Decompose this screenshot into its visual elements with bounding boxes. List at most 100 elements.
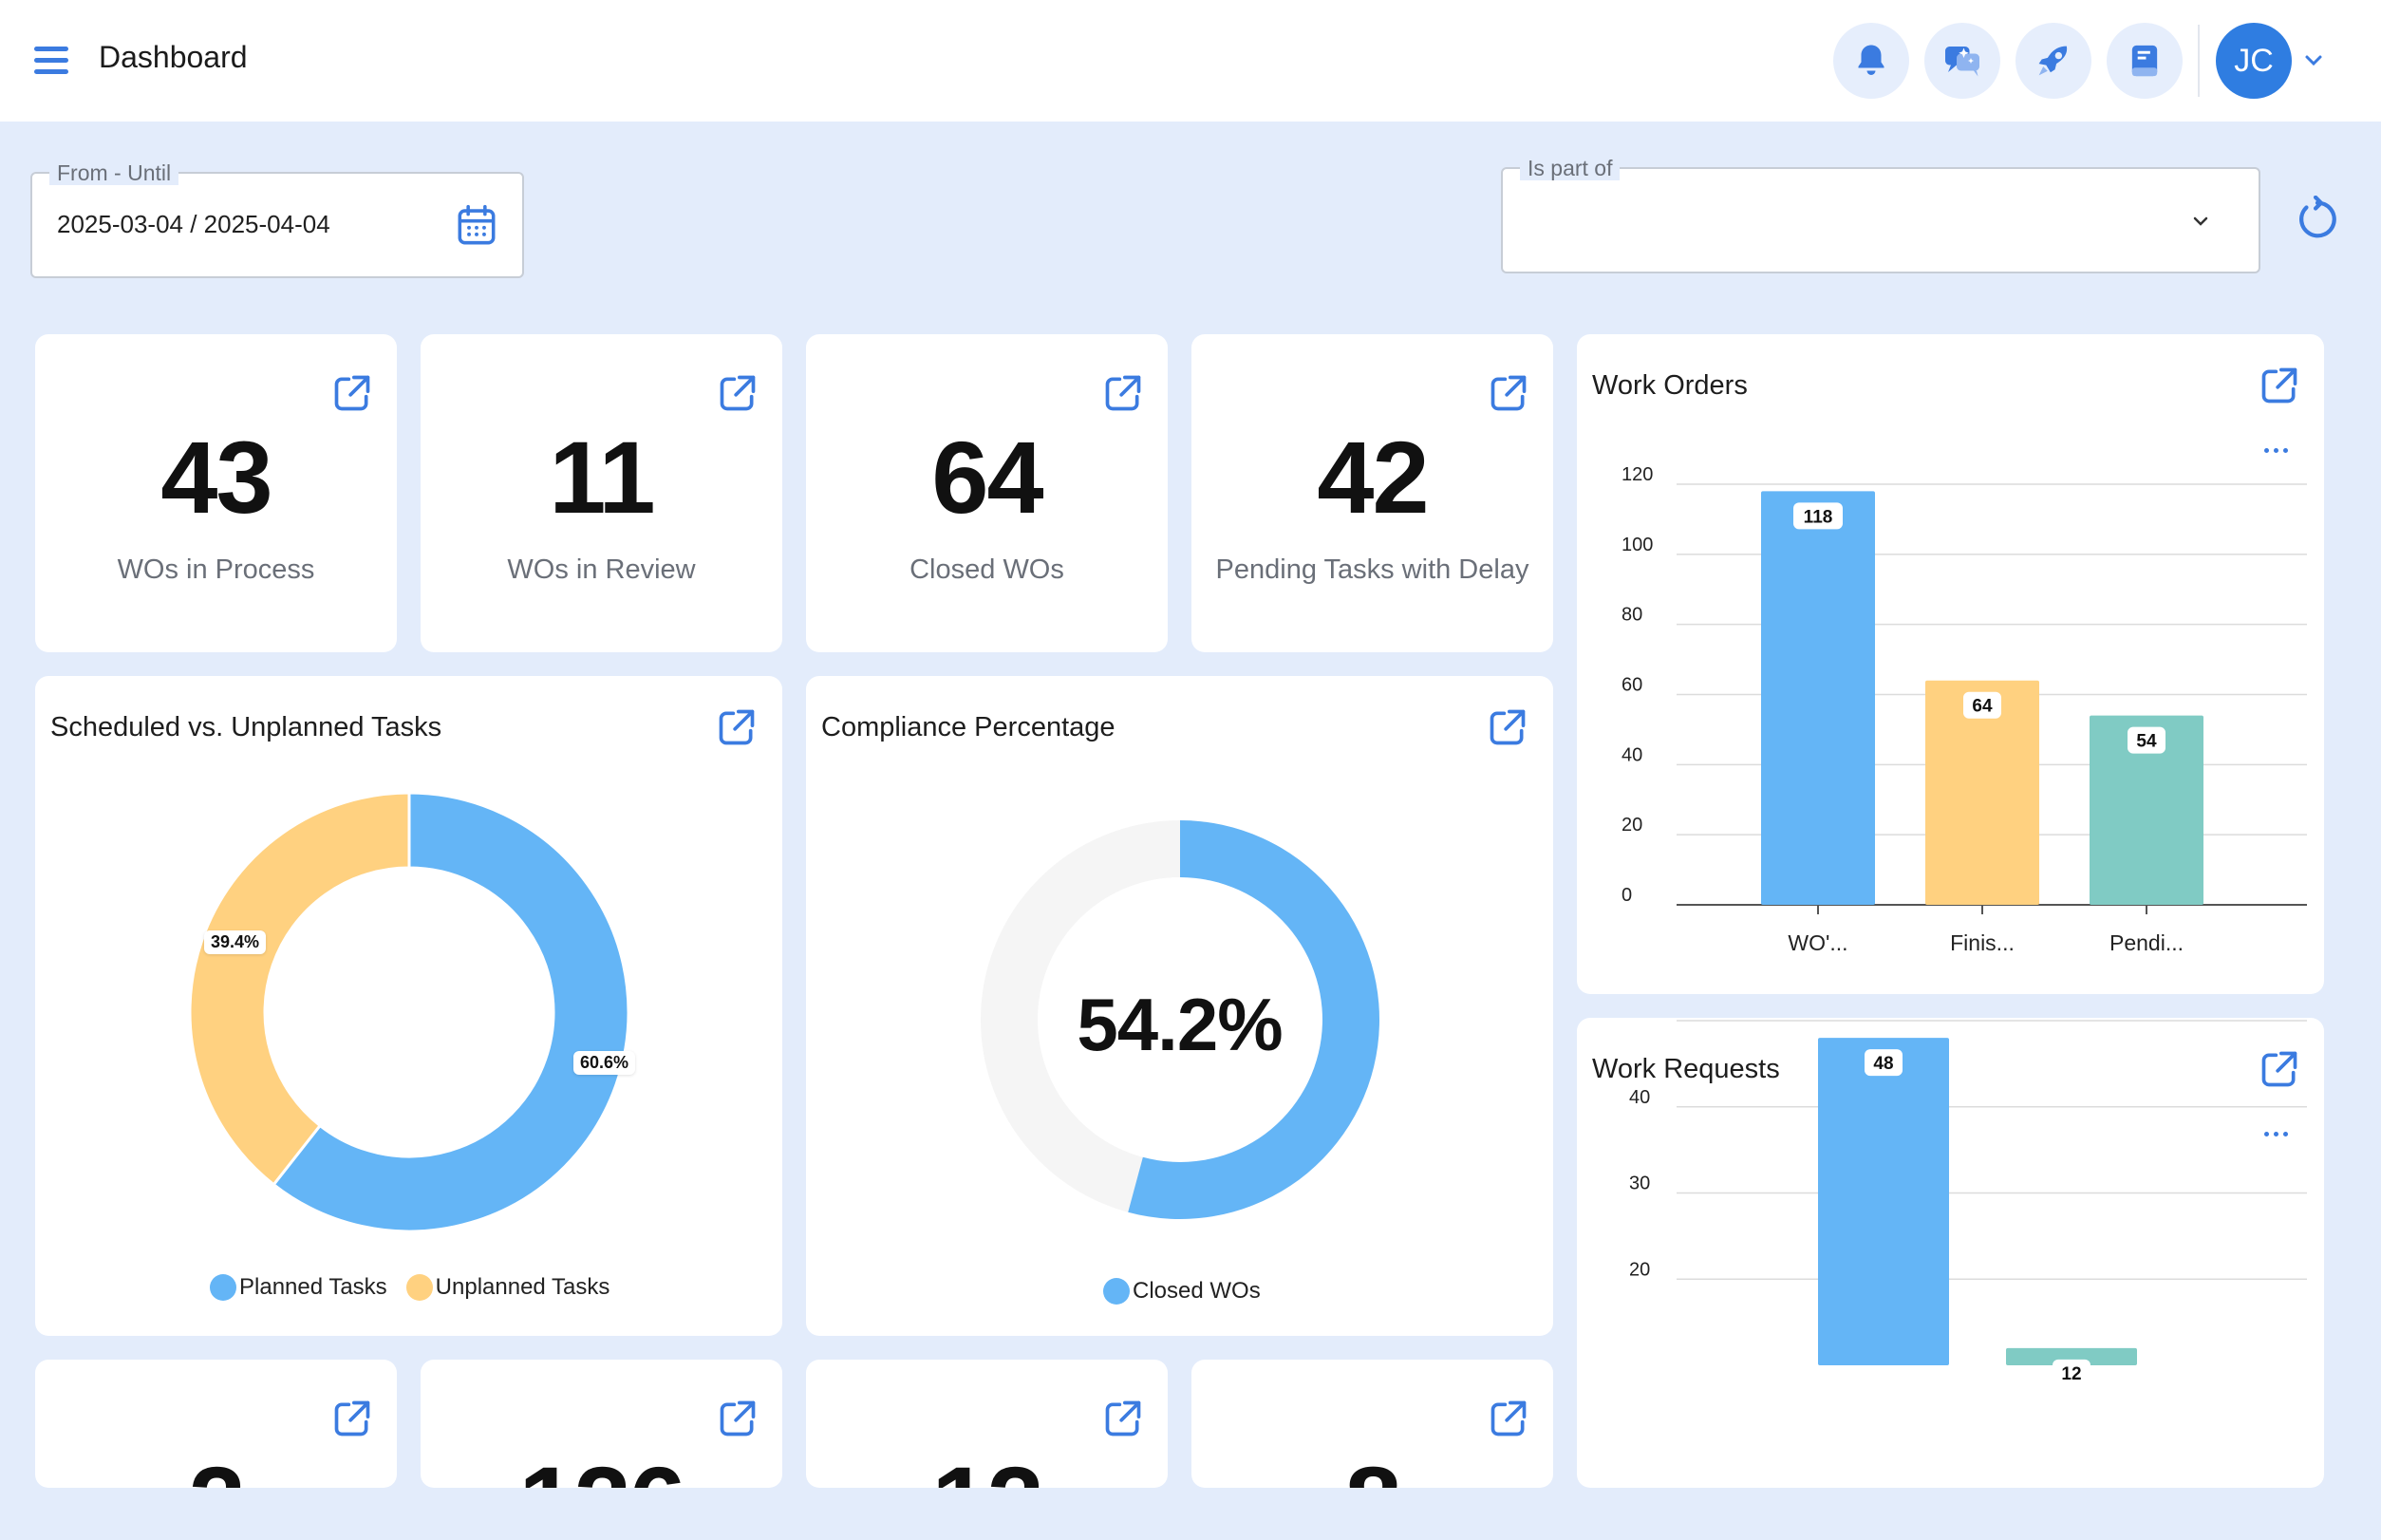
y-tick-label: 120 <box>1622 464 1653 485</box>
chat-sparkle-icon <box>1945 47 1979 77</box>
kpi-card-wos-in-review[interactable]: 11 WOs in Review <box>421 334 782 652</box>
bar-value-label: 54 <box>2136 732 2157 752</box>
docs-button[interactable] <box>2107 23 2183 99</box>
open-external-icon[interactable] <box>717 372 759 414</box>
legend-item-unplanned[interactable]: Unplanned Tasks <box>405 1274 610 1301</box>
bar-value-label-bg <box>1865 1049 1903 1077</box>
y-tick-label: 60 <box>1622 675 1642 696</box>
work-orders-card: Work Orders 0 20 40 60 80 100 120 118 WO'... 64 Fi… <box>1577 334 2324 994</box>
more-options-icon[interactable] <box>2264 1130 2291 1139</box>
open-external-icon[interactable] <box>1488 372 1529 414</box>
book-icon <box>2131 45 2158 77</box>
chart-legend: Closed WOs <box>1103 1278 1280 1305</box>
legend-label: Unplanned Tasks <box>435 1274 610 1300</box>
kpi-card[interactable]: 12 <box>806 1360 1168 1488</box>
open-external-icon[interactable] <box>716 706 758 748</box>
toolbar-divider <box>2198 25 2200 97</box>
kpi-label: WOs in Review <box>507 554 696 585</box>
y-tick-label: 0 <box>1622 885 1632 906</box>
kpi-value: 126 <box>421 1443 782 1488</box>
hamburger-menu-icon[interactable] <box>32 44 70 76</box>
bar-value-label: 48 <box>1873 1054 1893 1074</box>
legend-item-closed-wos[interactable]: Closed WOs <box>1103 1278 1261 1305</box>
legend-label: Closed WOs <box>1133 1278 1261 1304</box>
is-part-of-select[interactable]: Is part of <box>1501 156 2260 273</box>
card-title: Scheduled vs. Unplanned Tasks <box>50 712 442 742</box>
compliance-donut-chart <box>981 820 1379 1219</box>
kpi-value: 12 <box>806 1443 1168 1488</box>
y-tick-label: 50 <box>1629 1018 1650 1022</box>
work-requests-bar-chart: 20 30 40 50 48 12 <box>1629 1018 2307 1386</box>
page-title: Dashboard <box>99 40 248 74</box>
y-tick-label: 40 <box>1629 1087 1650 1108</box>
date-range-value: 2025-03-04 / 2025-04-04 <box>57 210 330 238</box>
is-part-of-label: Is part of <box>1520 156 1621 180</box>
kpi-value: 42 <box>1317 420 1429 535</box>
open-external-icon[interactable] <box>331 1398 373 1439</box>
legend-label: Planned Tasks <box>239 1274 387 1300</box>
open-external-icon[interactable] <box>1102 372 1144 414</box>
chevron-down-icon[interactable] <box>2188 213 2213 232</box>
bell-icon <box>1858 45 1884 75</box>
y-tick-label: 30 <box>1629 1174 1650 1194</box>
bar <box>2090 715 2203 905</box>
date-range-label: From - Until <box>49 160 179 185</box>
kpi-card-closed-wos[interactable]: 64 Closed WOs <box>806 334 1168 652</box>
legend-item-planned[interactable]: Planned Tasks <box>210 1274 387 1301</box>
legend-swatch <box>210 1274 236 1301</box>
assistant-chat-button[interactable] <box>1924 23 2000 99</box>
date-range-field[interactable]: From - Until 2025-03-04 / 2025-04-04 <box>30 160 524 278</box>
legend-swatch <box>405 1274 433 1301</box>
open-external-icon[interactable] <box>717 1398 759 1439</box>
y-tick-label: 80 <box>1622 605 1642 626</box>
user-avatar[interactable]: JC <box>2216 23 2292 99</box>
kpi-value: 2 <box>35 1443 397 1488</box>
kpi-value: 8 <box>1191 1443 1553 1488</box>
rocket-icon <box>2038 46 2068 76</box>
kpi-card[interactable]: 126 <box>421 1360 782 1488</box>
card-title: Work Orders <box>1592 370 1748 401</box>
kpi-value: 43 <box>160 420 272 535</box>
kpi-card-pending-tasks-delay[interactable]: 42 Pending Tasks with Delay <box>1191 334 1553 652</box>
bar-value-label-bg <box>2128 726 2165 754</box>
open-external-icon[interactable] <box>2259 365 2300 406</box>
kpi-card[interactable]: 8 <box>1191 1360 1553 1488</box>
open-external-icon[interactable] <box>1488 1398 1529 1439</box>
kpi-label: WOs in Process <box>117 554 315 585</box>
open-external-icon[interactable] <box>2259 1048 2300 1090</box>
open-external-icon[interactable] <box>331 372 373 414</box>
work-orders-bar-chart: 0 20 40 60 80 100 120 118 WO'... 64 Finis... 54 Pend… <box>1622 464 2307 955</box>
bar <box>1925 680 2039 905</box>
donut-slice <box>188 791 411 1187</box>
work-requests-card: Work Requests 20 30 40 50 48 12 <box>1577 1018 2324 1488</box>
calendar-icon[interactable] <box>456 204 497 248</box>
kpi-card[interactable]: 2 <box>35 1360 397 1488</box>
notifications-button[interactable] <box>1833 23 1909 99</box>
chevron-down-icon[interactable] <box>2301 51 2326 70</box>
launch-button[interactable] <box>2015 23 2091 99</box>
compliance-percentage-card: Compliance Percentage 54.2% Closed WOs <box>806 676 1553 1336</box>
chart-legend: Planned Tasks Unplanned Tasks <box>210 1274 628 1301</box>
donut-slice <box>1128 820 1379 1219</box>
x-category-label: Pendi... <box>2109 930 2184 955</box>
scheduled-donut-chart <box>188 791 630 1233</box>
bar-value-label: 12 <box>2061 1364 2081 1384</box>
card-title: Work Requests <box>1592 1054 1780 1084</box>
compliance-center-value: 54.2% <box>1077 983 1283 1066</box>
y-tick-label: 20 <box>1629 1259 1650 1280</box>
y-tick-label: 20 <box>1622 815 1642 836</box>
bar <box>2006 1347 2137 1365</box>
kpi-card-wos-in-process[interactable]: 43 WOs in Process <box>35 334 397 652</box>
kpi-label: Closed WOs <box>909 554 1064 585</box>
open-external-icon[interactable] <box>1102 1398 1144 1439</box>
bar <box>1818 1038 1949 1365</box>
legend-swatch <box>1103 1278 1130 1305</box>
bar-value-label: 118 <box>1804 507 1833 527</box>
open-external-icon[interactable] <box>1487 706 1528 748</box>
more-options-icon[interactable] <box>2264 446 2291 456</box>
y-tick-label: 100 <box>1622 535 1653 555</box>
bar-value-label-bg <box>2053 1359 2090 1386</box>
scheduled-vs-unplanned-card: Scheduled vs. Unplanned Tasks 60.6% 39.4… <box>35 676 782 1336</box>
refresh-icon[interactable] <box>2294 196 2341 243</box>
y-tick-label: 40 <box>1622 744 1642 765</box>
